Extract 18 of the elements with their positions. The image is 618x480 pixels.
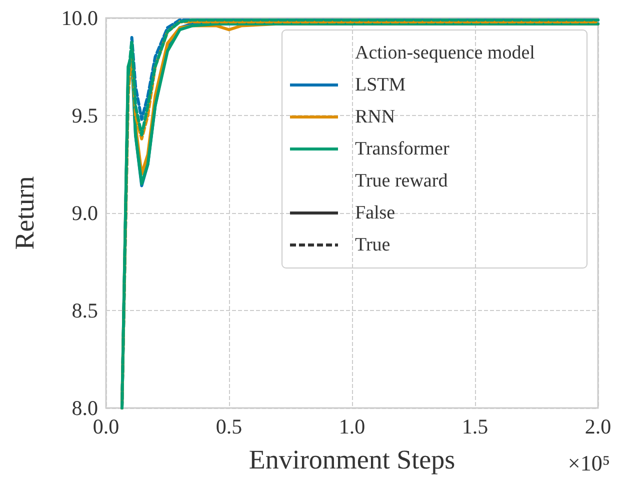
- annotation: False: [355, 202, 396, 224]
- x-tick-label: 1.5: [462, 414, 488, 438]
- legend-title: Action-sequence model: [355, 42, 535, 64]
- x-tick-label: 1.0: [338, 414, 366, 438]
- x-tick-label: 2.0: [584, 414, 612, 438]
- y-tick-label: 9.5: [72, 104, 98, 128]
- annotation: True: [355, 234, 390, 256]
- text: ×10⁵: [568, 450, 610, 476]
- y-tick-label: 8.5: [72, 298, 98, 322]
- x-axis-title: Environment Steps: [248, 444, 456, 474]
- legend-label: Transformer: [355, 138, 450, 160]
- y-axis-title: Return: [10, 176, 40, 250]
- legend-label: LSTM: [355, 74, 406, 96]
- annotation: True reward: [355, 170, 448, 192]
- y-tick-label: 9.0: [72, 201, 98, 225]
- y-tick-label: 10.0: [61, 6, 98, 30]
- x-tick-label: 0.5: [216, 414, 242, 438]
- legend-label: RNN: [355, 106, 396, 128]
